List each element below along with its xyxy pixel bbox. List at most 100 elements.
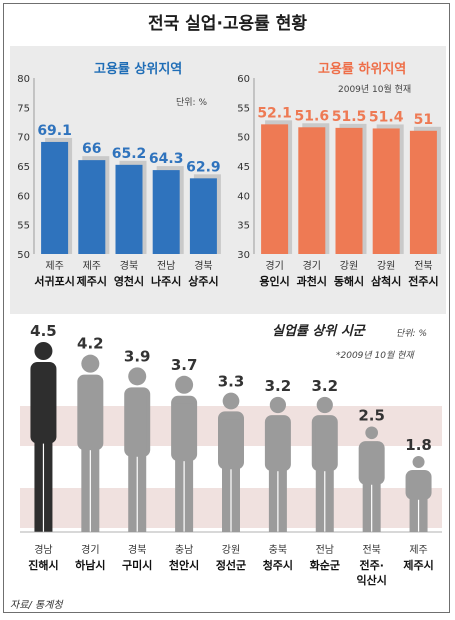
top-left-unit: 단위: % [176, 98, 208, 108]
y-tick-label: 75 [17, 103, 30, 114]
data-label: 66 [82, 141, 101, 157]
bar [409, 130, 437, 254]
bar [189, 178, 217, 254]
category-city: 상주시 [188, 274, 218, 288]
y-tick-label: 55 [17, 221, 30, 232]
person-figure [264, 396, 291, 532]
person-figure [124, 367, 151, 532]
person-figure [171, 375, 198, 532]
person-figure [311, 396, 338, 532]
person-figure [77, 354, 104, 532]
category-city: 화순군 [310, 558, 340, 572]
category-region: 전남 [316, 544, 334, 556]
y-tick-label: 65 [17, 162, 30, 173]
bar [335, 127, 363, 254]
category-city: 과천시 [297, 274, 327, 288]
category-city: 하남시 [75, 558, 105, 572]
person-figure [30, 342, 57, 532]
category-region: 강원 [222, 544, 240, 556]
bar [152, 170, 180, 254]
y-tick-label: 35 [237, 221, 250, 232]
data-label: 64.3 [149, 151, 184, 167]
bar [372, 128, 400, 254]
top-right-title: 고용률 하위지역 [318, 62, 407, 77]
y-tick-label: 80 [17, 74, 30, 85]
data-label: 4.2 [77, 335, 104, 353]
category-region: 전북 [362, 544, 380, 556]
data-label: 65.2 [112, 146, 147, 162]
category-region: 경북 [128, 543, 146, 556]
category-region: 전남 [157, 260, 175, 272]
data-label: 51.4 [369, 109, 404, 125]
category-city: 천안시 [169, 558, 199, 572]
data-label: 4.5 [30, 322, 57, 340]
data-label: 51.5 [332, 109, 367, 125]
y-tick-label: 60 [237, 74, 250, 85]
person-figure [405, 456, 432, 532]
data-label: 69.1 [37, 123, 72, 139]
category-region: 경북 [120, 259, 138, 272]
category-city-cont: 익산시 [356, 573, 386, 587]
bar [261, 124, 289, 254]
data-label: 51.6 [295, 108, 330, 124]
category-region: 제주 [83, 260, 101, 272]
category-region: 강원 [377, 260, 395, 272]
bottom-note: *2009년 10월 현재 [336, 351, 414, 361]
data-label: 3.7 [171, 356, 198, 374]
person-figure [218, 392, 244, 532]
y-tick-label: 30 [237, 250, 250, 261]
bottom-title: 실업률 상위 시군 [272, 324, 365, 339]
category-region: 전북 [414, 260, 432, 272]
y-tick-label: 50 [17, 250, 30, 261]
category-city: 영천시 [114, 274, 144, 288]
category-region: 제주 [45, 260, 63, 272]
category-city: 동해시 [334, 274, 364, 288]
category-city: 진해시 [28, 558, 58, 572]
person-figure [358, 426, 385, 532]
category-city: 전주· [359, 558, 383, 572]
frame [3, 3, 450, 613]
y-tick-label: 55 [237, 103, 250, 114]
top-left-title: 고용률 상위지역 [94, 62, 183, 77]
category-region: 경기 [81, 543, 99, 556]
category-region: 충북 [269, 544, 287, 556]
bar [41, 141, 69, 254]
category-region: 제주 [409, 544, 427, 556]
category-region: 경기 [265, 259, 283, 272]
y-tick-label: 70 [17, 133, 30, 144]
y-tick-label: 50 [237, 133, 250, 144]
category-region: 강원 [340, 260, 358, 272]
data-label: 3.2 [311, 377, 338, 395]
bar [298, 127, 326, 254]
bar [115, 164, 143, 254]
data-label: 51 [414, 112, 433, 128]
category-city: 정선군 [216, 558, 246, 572]
category-city: 서귀포시 [34, 274, 74, 288]
y-tick-label: 45 [237, 162, 250, 173]
bottom-unit: 단위: % [396, 329, 428, 339]
data-label: 2.5 [358, 406, 385, 424]
data-label: 62.9 [186, 159, 221, 175]
category-region: 경기 [303, 259, 321, 272]
category-region: 경북 [194, 259, 212, 272]
data-label: 52.1 [257, 105, 292, 121]
category-city: 나주시 [151, 274, 181, 288]
data-label: 3.2 [265, 377, 292, 395]
data-label: 1.8 [405, 436, 432, 454]
y-tick-label: 40 [237, 191, 250, 202]
category-city: 제주시 [77, 274, 107, 288]
data-label: 3.9 [124, 347, 151, 365]
category-region: 경남 [34, 543, 52, 556]
y-tick-label: 60 [17, 191, 30, 202]
category-city: 전주시 [408, 274, 438, 288]
bar [78, 160, 106, 254]
data-label: 3.3 [218, 373, 245, 391]
source: 자료/ 통계청 [10, 600, 63, 611]
category-city: 제주시 [403, 558, 433, 572]
category-city: 청주시 [263, 558, 293, 572]
category-city: 용인시 [259, 274, 289, 288]
